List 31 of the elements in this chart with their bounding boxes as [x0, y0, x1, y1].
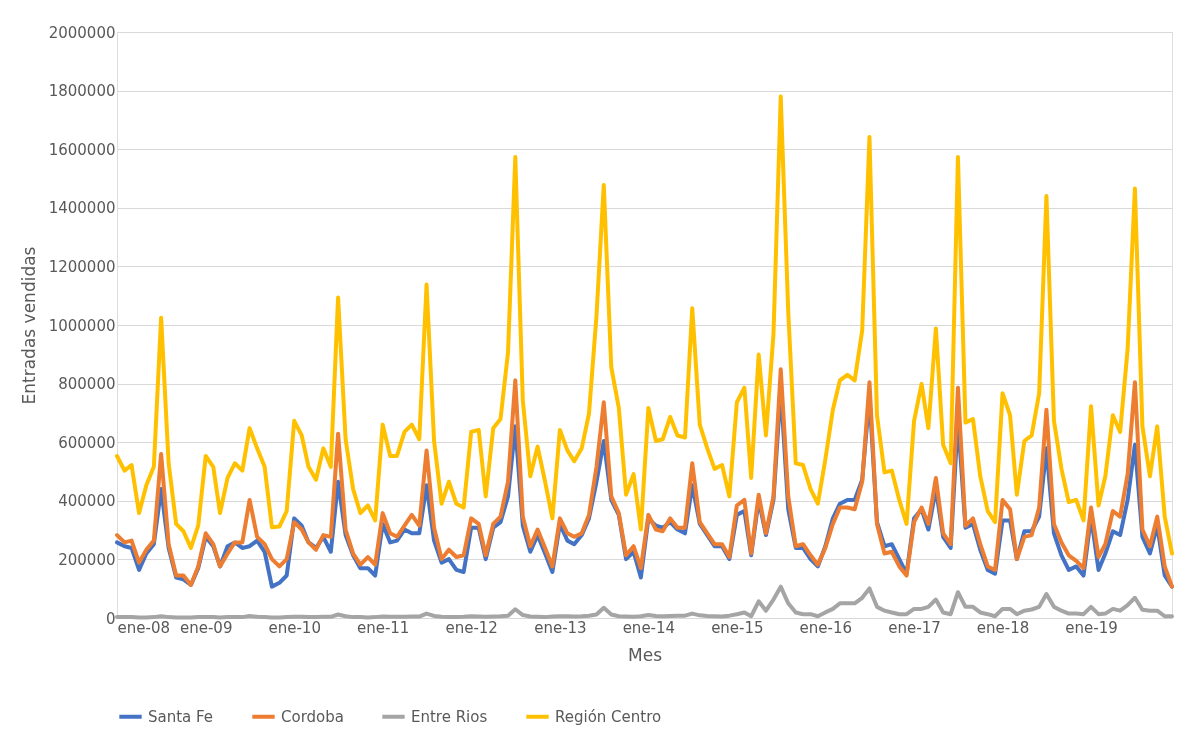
x-tick-label: ene-19: [1065, 618, 1118, 637]
x-tick-label: ene-18: [976, 618, 1030, 637]
y-tick-label: 400000: [58, 492, 116, 511]
x-tick-label: ene-16: [799, 618, 853, 637]
legend-label: Región Centro: [555, 707, 662, 726]
legend-label: Santa Fe: [148, 707, 214, 726]
y-tick-label: 1400000: [48, 199, 116, 218]
y-tick-label: 0: [105, 609, 116, 628]
line-series: [115, 94, 1174, 556]
x-tick-label: ene-09: [179, 618, 233, 637]
x-tick-label: ene-12: [445, 618, 498, 637]
y-tick-label: 1000000: [48, 316, 116, 335]
x-tick-label: ene-17: [888, 618, 941, 637]
x-tick-label: ene-15: [711, 618, 764, 637]
x-tick-label: ene-13: [534, 618, 587, 637]
y-tick-label: 1600000: [48, 140, 116, 159]
x-axis-title: Mes: [628, 644, 663, 665]
y-tick-label: 800000: [58, 375, 116, 394]
line-series: [115, 584, 1174, 620]
x-tick-label: ene-11: [356, 618, 410, 637]
y-tick-label: 1800000: [48, 82, 116, 101]
x-tick-label: ene-08: [117, 618, 170, 637]
y-tick-label: 200000: [58, 550, 116, 569]
legend-label: Entre Rios: [411, 707, 488, 726]
x-tick-label: ene-10: [268, 618, 321, 637]
y-tick-label: 600000: [58, 433, 116, 452]
legend-label: Cordoba: [281, 707, 344, 726]
x-tick-label: ene-14: [622, 618, 676, 637]
y-tick-label: 1200000: [48, 257, 116, 276]
y-axis-title: Entradas vendidas: [18, 246, 39, 405]
y-tick-label: 2000000: [48, 23, 116, 42]
